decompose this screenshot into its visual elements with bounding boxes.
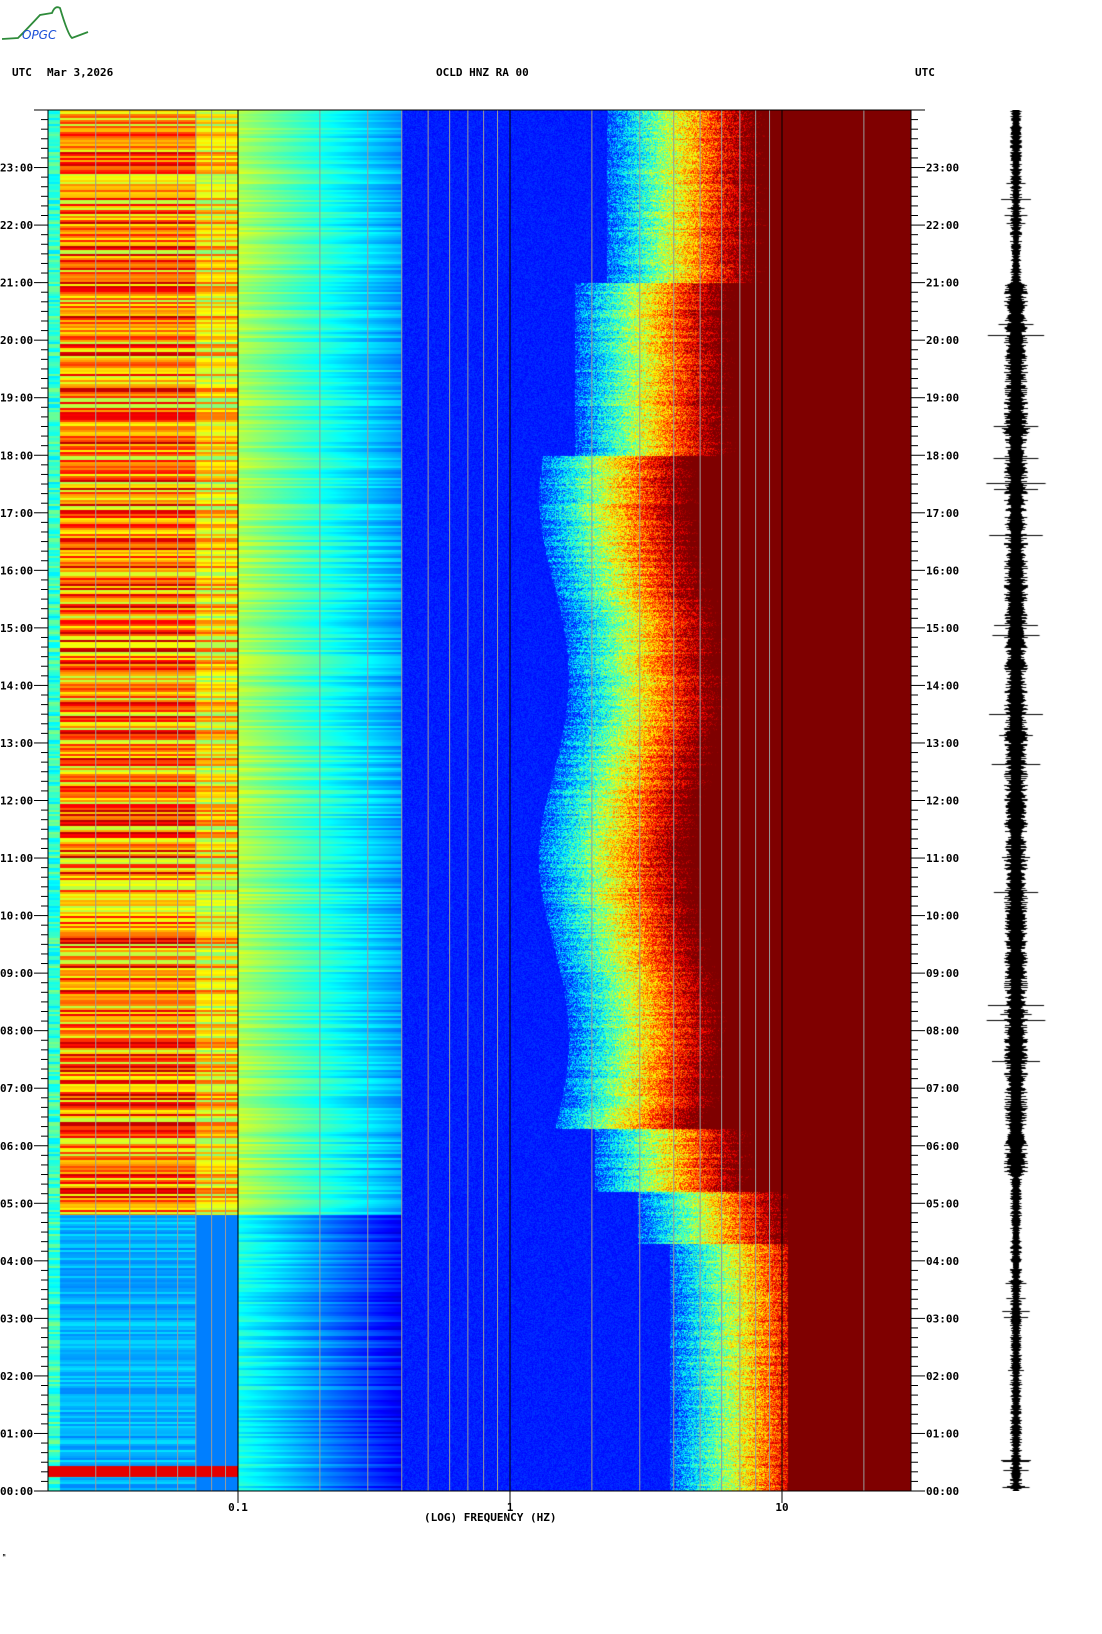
y-tick-label-left: 10:00 xyxy=(0,910,33,923)
left-timezone-label: UTC xyxy=(12,66,32,79)
y-tick-label-left: 07:00 xyxy=(0,1082,33,1095)
y-tick-label-left: 20:00 xyxy=(0,334,33,347)
logo-text: OPGC xyxy=(22,28,57,42)
y-tick-label-left: 01:00 xyxy=(0,1427,33,1440)
y-tick-label-left: 21:00 xyxy=(0,277,33,290)
x-tick-label: 0.1 xyxy=(228,1501,248,1514)
y-tick-label-left: 06:00 xyxy=(0,1140,33,1153)
y-tick-label-right: 23:00 xyxy=(926,162,959,175)
y-tick-label-left: 03:00 xyxy=(0,1312,33,1325)
y-tick-label-left: 09:00 xyxy=(0,967,33,980)
y-tick-label-left: 23:00 xyxy=(0,162,33,175)
y-tick-label-right: 06:00 xyxy=(926,1140,959,1153)
y-tick-label-right: 22:00 xyxy=(926,219,959,232)
y-tick-label-left: 05:00 xyxy=(0,1197,33,1210)
y-tick-label-right: 05:00 xyxy=(926,1197,959,1210)
y-tick-label-left: 19:00 xyxy=(0,392,33,405)
y-tick-label-right: 16:00 xyxy=(926,564,959,577)
y-tick-label-left: 08:00 xyxy=(0,1025,33,1038)
y-tick-label-left: 04:00 xyxy=(0,1255,33,1268)
spectrogram-heatmap xyxy=(48,110,911,1491)
y-tick-label-right: 19:00 xyxy=(926,392,959,405)
date-label: Mar 3,2026 xyxy=(47,66,114,79)
y-tick-label-left: 18:00 xyxy=(0,449,33,462)
seismogram-trace xyxy=(975,110,1055,1491)
y-tick-label-right: 18:00 xyxy=(926,449,959,462)
y-tick-label-right: 04:00 xyxy=(926,1255,959,1268)
y-tick-label-right: 01:00 xyxy=(926,1427,959,1440)
y-tick-label-right: 02:00 xyxy=(926,1370,959,1383)
y-tick-label-left: 13:00 xyxy=(0,737,33,750)
opgc-logo: OPGC xyxy=(1,6,89,42)
y-tick-label-right: 11:00 xyxy=(926,852,959,865)
y-tick-label-right: 14:00 xyxy=(926,679,959,692)
y-tick-label-right: 17:00 xyxy=(926,507,959,520)
y-tick-label-right: 07:00 xyxy=(926,1082,959,1095)
y-tick-label-right: 00:00 xyxy=(926,1485,959,1498)
y-tick-label-left: 22:00 xyxy=(0,219,33,232)
y-tick-label-left: 17:00 xyxy=(0,507,33,520)
y-tick-label-left: 02:00 xyxy=(0,1370,33,1383)
y-tick-label-right: 20:00 xyxy=(926,334,959,347)
y-tick-label-right: 12:00 xyxy=(926,795,959,808)
logo-curve xyxy=(1,6,89,40)
y-tick-label-right: 08:00 xyxy=(926,1025,959,1038)
station-title: OCLD HNZ RA 00 xyxy=(436,66,529,79)
y-tick-label-right: 03:00 xyxy=(926,1312,959,1325)
y-tick-label-right: 15:00 xyxy=(926,622,959,635)
y-tick-label-right: 13:00 xyxy=(926,737,959,750)
y-tick-label-right: 09:00 xyxy=(926,967,959,980)
x-tick-label: 1 xyxy=(507,1501,514,1514)
y-tick-label-left: 00:00 xyxy=(0,1485,33,1498)
right-timezone-label: UTC xyxy=(915,66,935,79)
x-tick-label: 10 xyxy=(775,1501,788,1514)
x-axis-label: (LOG) FREQUENCY (HZ) xyxy=(424,1511,557,1524)
y-tick-label-left: 16:00 xyxy=(0,564,33,577)
y-tick-label-left: 11:00 xyxy=(0,852,33,865)
y-tick-label-right: 21:00 xyxy=(926,277,959,290)
y-tick-label-right: 10:00 xyxy=(926,910,959,923)
y-tick-label-left: 14:00 xyxy=(0,679,33,692)
y-tick-label-left: 12:00 xyxy=(0,795,33,808)
footer-mark: ᴹ xyxy=(2,1553,7,1561)
y-tick-label-left: 15:00 xyxy=(0,622,33,635)
